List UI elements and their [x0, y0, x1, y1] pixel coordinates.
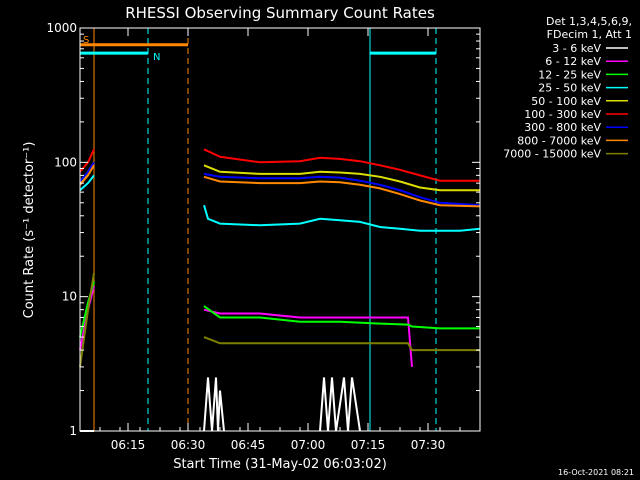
series-line	[203, 175, 481, 208]
y-tick-label: 10	[62, 290, 77, 304]
series-line	[203, 204, 481, 232]
x-tick-label: 06:30	[171, 438, 206, 452]
x-tick-label: 06:15	[111, 438, 146, 452]
marker-label: S	[83, 35, 89, 46]
series-line	[203, 148, 480, 182]
series-line	[203, 308, 413, 367]
legend-label: 800 - 7000 keV	[517, 134, 601, 147]
marker-label: N	[153, 52, 160, 63]
legend-header-line-1: Det 1,3,4,5,6,9,	[546, 15, 632, 28]
legend-label: 50 - 100 keV	[531, 95, 601, 108]
legend-label: 7000 - 15000 keV	[503, 148, 601, 161]
y-tick-label: 1000	[46, 21, 77, 35]
series-line	[203, 336, 480, 352]
series-line	[79, 174, 95, 191]
x-tick-label: 06:45	[231, 438, 266, 452]
y-axis-label: Count Rate (s⁻¹ detector⁻¹)	[22, 142, 37, 319]
series-line	[203, 305, 480, 330]
series-line	[79, 164, 95, 186]
legend-header-line-2: FDecim 1, Att 1	[547, 28, 632, 41]
legend-label: 25 - 50 keV	[538, 82, 601, 95]
series-line	[203, 172, 481, 207]
x-tick-label: 07:15	[351, 438, 386, 452]
legend-label: 300 - 800 keV	[524, 121, 601, 134]
x-tick-label: 07:30	[411, 438, 446, 452]
series-line	[203, 164, 480, 192]
series-line	[79, 161, 95, 183]
y-tick-label: 1	[69, 424, 77, 438]
series-line	[79, 272, 95, 368]
legend-label: 12 - 25 keV	[538, 68, 601, 81]
x-axis-label: Start Time (31-May-02 06:03:02)	[173, 457, 387, 472]
y-tick-label: 100	[54, 155, 77, 169]
legend-label: 6 - 12 keV	[545, 55, 601, 68]
axes: 06:15 06:30 06:45 07:00 07:15 07:30 1 10 100 1000	[46, 21, 481, 452]
legend-label: 3 - 6 keV	[552, 42, 601, 55]
footer-timestamp: 16-Oct-2021 08:21	[558, 468, 634, 477]
legend-label: 100 - 300 keV	[524, 108, 601, 121]
x-tick-label: 07:00	[291, 438, 326, 452]
chart-title: RHESSI Observing Summary Count Rates	[125, 4, 435, 22]
series-line	[203, 377, 225, 432]
